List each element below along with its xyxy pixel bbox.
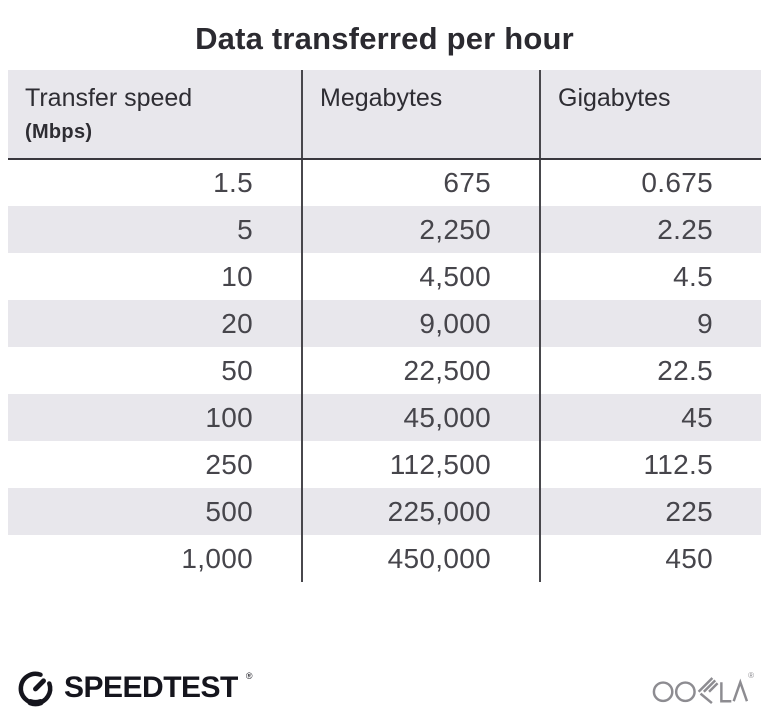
- ookla-logo: ®: [651, 669, 757, 705]
- speedtest-wordmark: SPEEDTEST: [64, 670, 238, 704]
- data-table: Transfer speed (Mbps) Megabytes Gigabyte…: [8, 70, 761, 582]
- table-cell: 225,000: [302, 488, 541, 535]
- col-header-unit: (Mbps): [25, 121, 93, 143]
- table-cell: 450,000: [302, 535, 541, 582]
- col-header-megabytes: Megabytes: [302, 70, 541, 160]
- registered-mark: ®: [245, 670, 253, 681]
- table-row: 100 45,000 45: [8, 394, 761, 441]
- table-cell: 4.5: [673, 260, 713, 292]
- speedtest-logo: SPEEDTEST ®: [14, 666, 253, 709]
- registered-mark: ®: [748, 671, 754, 680]
- table-row: 250 112,500 112.5: [8, 441, 761, 488]
- speedtest-gauge-icon: [18, 671, 53, 707]
- footer: SPEEDTEST ® ®: [0, 660, 769, 712]
- col-header-gigabytes: Gigabytes: [540, 70, 761, 160]
- table-cell: 9,000: [302, 300, 541, 347]
- table-cell: 1,000: [8, 535, 303, 582]
- table-body: 1.5 675 0.675 5 2,250 2.25 10 4,500 4.5 20 9,000 9 5…: [8, 159, 761, 582]
- table-cell: 20: [8, 300, 303, 347]
- ookla-wordmark-icon: [652, 677, 749, 705]
- table-row: 10 4,500 4.5: [8, 253, 761, 300]
- table-cell: 500: [8, 488, 303, 535]
- table-cell: 112,500: [302, 441, 541, 488]
- table-row: 20 9,000 9: [8, 300, 761, 347]
- table-cell: 22.5: [657, 354, 713, 386]
- table-cell: 450: [665, 542, 713, 574]
- header-row: Transfer speed (Mbps) Megabytes Gigabyte…: [8, 70, 761, 160]
- table-cell: 22,500: [302, 347, 541, 394]
- table-cell: 5: [8, 206, 303, 253]
- table-cell: 45,000: [302, 394, 541, 441]
- table-cell: 112.5: [643, 448, 713, 480]
- table-cell: 1.5: [8, 159, 303, 206]
- table-row: 1.5 675 0.675: [8, 159, 761, 206]
- table-cell: 2.25: [540, 206, 761, 253]
- page-title: Data transferred per hour: [195, 21, 574, 56]
- table-cell: 100: [8, 394, 303, 441]
- table-row: 500 225,000 225: [8, 488, 761, 535]
- table-cell: 10: [8, 253, 303, 300]
- table-cell: 225: [540, 488, 761, 535]
- table-row: 1,000 450,000 450: [8, 535, 761, 582]
- col-header-label: Transfer speed: [25, 84, 193, 112]
- table-row: 5 2,250 2.25: [8, 206, 761, 253]
- col-header-transfer-speed: Transfer speed (Mbps): [8, 70, 303, 160]
- table-header: Transfer speed (Mbps) Megabytes Gigabyte…: [8, 70, 761, 160]
- table-cell: 4,500: [302, 253, 541, 300]
- table-cell: 250: [8, 441, 303, 488]
- table-cell: 675: [302, 159, 541, 206]
- table-cell: 9: [540, 300, 761, 347]
- table-cell: 50: [8, 347, 303, 394]
- table-cell: 45: [540, 394, 761, 441]
- table-row: 50 22,500 22.5: [8, 347, 761, 394]
- table-cell: 0.675: [641, 167, 713, 198]
- table-cell: 2,250: [302, 206, 541, 253]
